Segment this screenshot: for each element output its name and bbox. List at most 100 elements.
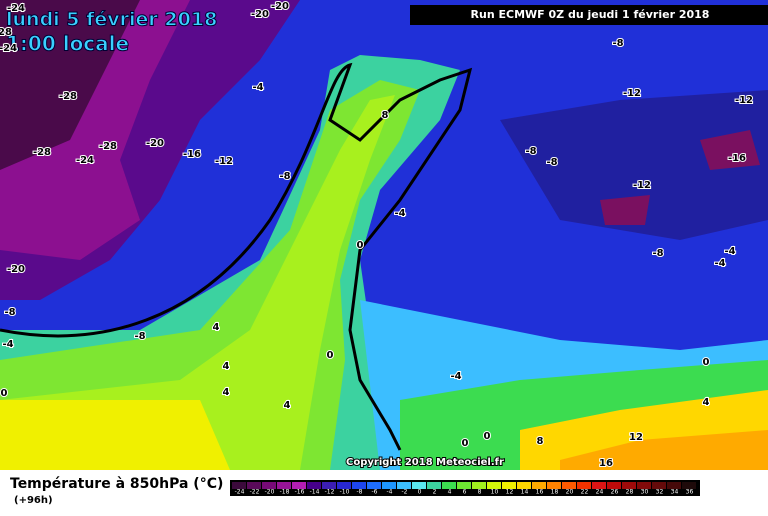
run-info: Run ECMWF 0Z du jeudi 1 février 2018 [471,8,710,21]
legend-swatch [667,482,681,489]
contour-label: -12 [735,95,753,106]
contour-label: -20 [146,138,164,149]
legend-swatch [457,482,471,489]
legend-tick: 34 [671,489,679,496]
legend-tick: 26 [611,489,619,496]
legend-tick: 10 [491,489,499,496]
contour-label: 4 [284,400,291,411]
legend-tick: 20 [566,489,574,496]
legend-swatch [637,482,651,489]
contour-label: -24 [7,3,25,14]
legend-swatch [472,482,486,489]
contour-label: 0 [327,350,334,361]
legend-swatch [577,482,591,489]
contour-label: 8 [382,110,389,121]
copyright: Copyright 2018 Meteociel.fr [346,457,504,468]
legend-swatch [427,482,441,489]
forecast-time: 1:00 locale [6,32,129,56]
legend-tick: -2 [402,489,408,496]
legend-tick: 8 [478,489,482,496]
legend-swatch [547,482,561,489]
legend-swatch [562,482,576,489]
legend-tick: -16 [295,489,305,496]
footer-title: Température à 850hPa (°C) [10,476,223,492]
footer-subtitle: (+96h) [14,495,53,506]
contour-label: 0 [1,388,8,399]
legend-swatch [412,482,426,489]
legend-swatch [277,482,291,489]
legend-tick: 28 [626,489,634,496]
legend-tick: 36 [686,489,694,496]
legend-tick: -12 [325,489,335,496]
legend-tick: 30 [641,489,649,496]
legend-tick: 24 [596,489,604,496]
contour-label: -12 [215,156,233,167]
legend-tick: 4 [448,489,452,496]
legend-swatch [442,482,456,489]
legend-swatch [367,482,381,489]
legend-swatch [262,482,276,489]
legend-swatch [322,482,336,489]
contour-label: 0 [357,240,364,251]
contour-label: 28 [0,27,12,38]
contour-label: -20 [7,264,25,275]
legend-swatch [382,482,396,489]
africa-hot [560,430,768,470]
legend-tick: -10 [340,489,350,496]
contour-label: 0 [462,438,469,449]
legend-swatch [487,482,501,489]
contour-label: -4 [724,246,735,257]
legend-swatch [652,482,666,489]
cold-core-dark [0,0,140,170]
contour-label: -4 [714,258,725,269]
legend-swatch [592,482,606,489]
contour-label: -4 [450,371,461,382]
legend-tick: -22 [250,489,260,496]
legend-tick: -18 [280,489,290,496]
legend-swatch [307,482,321,489]
legend-swatch [532,482,546,489]
legend-tick: -6 [372,489,378,496]
run-banner [410,5,768,25]
east-cold [500,90,768,240]
warm-south [0,400,230,470]
contour-label: 4 [223,387,230,398]
contour-label: -8 [546,157,557,168]
legend-tick: -20 [265,489,275,496]
contour-label: -24 [76,155,94,166]
contour-label: 4 [213,322,220,333]
contour-label: -16 [183,149,201,160]
legend-tick: -4 [387,489,393,496]
contour-label: -8 [652,248,663,259]
contour-label: -4 [252,82,263,93]
contour-label: 0 [484,431,491,442]
legend-swatch [247,482,261,489]
legend-swatch [337,482,351,489]
legend-tick: -24 [235,489,245,496]
contour-label: -8 [612,38,623,49]
contour-label: -8 [525,146,536,157]
legend-swatch [397,482,411,489]
contour-label: -20 [271,1,289,12]
contour-label: 0 [703,357,710,368]
contour-label: 4 [703,397,710,408]
legend-tick: 16 [536,489,544,496]
legend-swatch [352,482,366,489]
east-cold-core [600,130,760,225]
legend-tick: 12 [506,489,514,496]
contour-label: 16 [599,458,613,469]
contour-label: 4 [223,361,230,372]
contour-label: -24 [0,43,17,54]
contour-label: -28 [99,141,117,152]
legend-tick: 18 [551,489,559,496]
legend-swatch [682,482,696,489]
legend-swatch [607,482,621,489]
contour-label: -12 [623,88,641,99]
legend-tick: 0 [418,489,422,496]
contour-label: -16 [728,153,746,164]
contour-label: 12 [629,432,643,443]
legend-tick: 6 [463,489,467,496]
contour-label: -8 [4,307,15,318]
